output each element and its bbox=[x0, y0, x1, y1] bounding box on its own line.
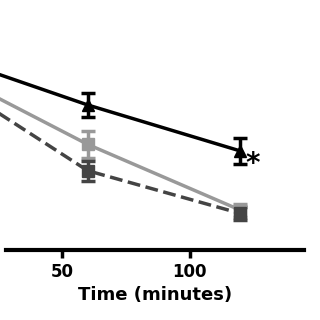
Text: *: * bbox=[245, 150, 260, 178]
X-axis label: Time (minutes): Time (minutes) bbox=[78, 286, 232, 304]
